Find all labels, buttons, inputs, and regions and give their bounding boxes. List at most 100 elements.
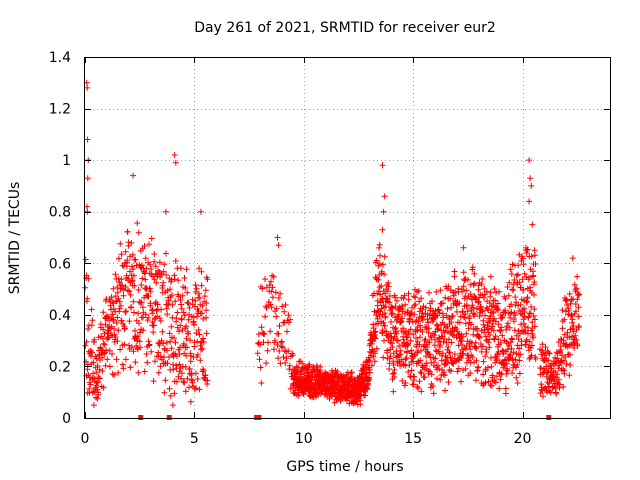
data-point xyxy=(373,345,380,352)
data-point xyxy=(509,370,516,377)
data-point xyxy=(495,336,502,343)
data-point xyxy=(169,352,176,358)
data-point xyxy=(196,331,203,338)
data-point xyxy=(432,336,438,343)
data-point xyxy=(427,305,434,312)
data-point xyxy=(126,318,133,325)
data-point xyxy=(138,282,145,288)
data-point xyxy=(130,172,137,179)
data-point xyxy=(469,354,476,361)
data-point xyxy=(387,330,394,337)
data-point xyxy=(111,371,118,378)
data-point xyxy=(165,297,172,304)
data-point xyxy=(513,332,520,339)
data-point xyxy=(476,313,483,320)
data-point xyxy=(497,376,504,383)
data-point xyxy=(479,343,486,350)
data-point xyxy=(407,373,414,380)
data-point xyxy=(430,390,437,397)
data-point xyxy=(531,323,538,330)
data-point xyxy=(422,304,429,311)
data-point xyxy=(474,325,481,332)
data-point xyxy=(540,393,546,400)
data-point xyxy=(184,344,190,351)
y-tick-label: 0 xyxy=(62,411,71,427)
data-point xyxy=(200,315,207,322)
data-point xyxy=(388,319,394,325)
data-point xyxy=(91,336,98,343)
data-point xyxy=(376,244,383,251)
data-point xyxy=(544,389,551,396)
data-point xyxy=(169,402,176,409)
data-point xyxy=(567,351,573,358)
data-point xyxy=(546,380,553,387)
data-point xyxy=(485,378,492,385)
data-point xyxy=(440,338,447,345)
data-point xyxy=(447,328,454,335)
data-point xyxy=(464,308,471,315)
data-point xyxy=(114,284,121,291)
data-point xyxy=(486,344,493,351)
data-point xyxy=(199,345,206,352)
data-point xyxy=(274,234,281,241)
data-point xyxy=(503,360,510,367)
data-point xyxy=(525,314,532,321)
data-point xyxy=(100,326,107,333)
data-point xyxy=(375,276,382,283)
data-point xyxy=(192,282,199,288)
data-point xyxy=(440,314,447,321)
data-point xyxy=(526,198,533,205)
data-point xyxy=(184,299,191,306)
data-point xyxy=(280,354,287,360)
data-point xyxy=(392,294,399,301)
data-point xyxy=(445,344,452,350)
data-point xyxy=(84,208,91,215)
data-point xyxy=(178,301,185,308)
data-point xyxy=(380,354,387,361)
data-point xyxy=(499,313,506,320)
data-point xyxy=(82,256,89,263)
data-point xyxy=(166,354,172,361)
data-point xyxy=(431,359,437,366)
data-point xyxy=(178,315,185,322)
data-point xyxy=(90,402,97,409)
data-point xyxy=(199,302,206,309)
zero-marker xyxy=(546,415,552,420)
data-point xyxy=(508,301,515,308)
data-point xyxy=(417,334,423,341)
data-point xyxy=(269,294,276,301)
data-point xyxy=(201,293,208,300)
data-point xyxy=(432,355,439,362)
data-point xyxy=(168,276,175,283)
data-point xyxy=(496,288,503,295)
data-point xyxy=(568,312,575,318)
data-point xyxy=(177,322,184,329)
data-point xyxy=(456,319,463,326)
data-point xyxy=(565,305,572,312)
data-point xyxy=(422,336,429,343)
data-point xyxy=(497,339,504,346)
data-point xyxy=(429,298,435,305)
data-point xyxy=(436,310,443,316)
data-point xyxy=(447,295,454,302)
data-point xyxy=(445,379,452,386)
data-point xyxy=(415,385,422,392)
axis-ticks xyxy=(85,57,610,419)
data-point xyxy=(279,303,286,310)
data-point xyxy=(88,322,95,329)
data-point xyxy=(511,316,517,323)
data-point xyxy=(441,329,448,336)
data-point xyxy=(487,273,494,280)
data-point xyxy=(372,350,379,357)
data-point xyxy=(265,339,272,346)
data-point xyxy=(486,300,493,307)
data-point xyxy=(117,302,124,309)
data-point xyxy=(415,318,422,325)
data-point xyxy=(566,290,573,297)
data-point xyxy=(412,301,419,308)
data-point xyxy=(268,288,275,295)
data-point xyxy=(448,304,455,311)
data-point xyxy=(574,296,581,303)
data-point xyxy=(408,367,415,374)
data-point xyxy=(155,369,162,376)
